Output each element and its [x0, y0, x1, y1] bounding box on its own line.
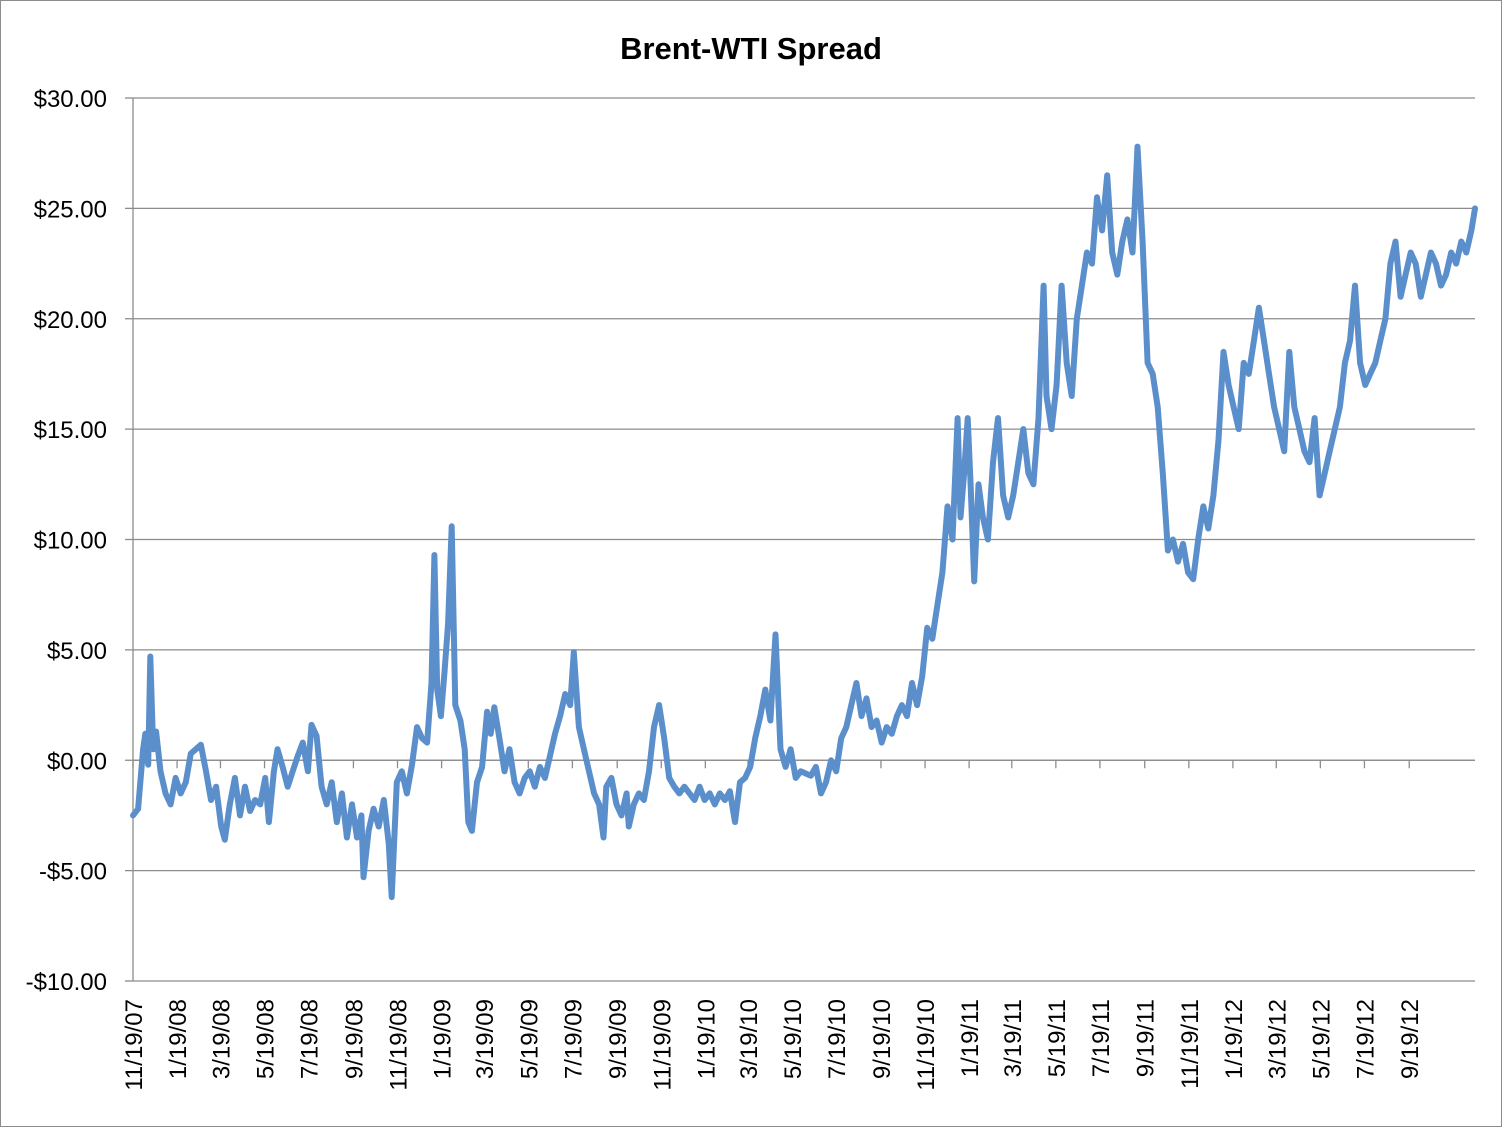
x-tick-label: 1/19/08 — [165, 999, 192, 1079]
x-tick-label: 11/19/10 — [913, 999, 940, 1091]
x-tick-label: 5/19/08 — [253, 999, 280, 1079]
x-tick-labels: 11/19/07 1/19/08 3/19/08 5/19/08 7/19/08 9/19… — [121, 999, 1424, 1091]
x-tick-label: 9/19/09 — [605, 999, 632, 1079]
x-tick-label: 9/19/10 — [869, 999, 896, 1079]
y-tick-label: -$10.00 — [26, 969, 107, 996]
x-tick-label: 11/19/09 — [649, 999, 676, 1091]
x-tick-label: 9/19/11 — [1133, 999, 1160, 1077]
x-tick-label: 11/19/11 — [1177, 999, 1204, 1089]
x-tick-label: 3/19/10 — [736, 999, 763, 1079]
x-tick-label: 5/19/12 — [1308, 999, 1335, 1079]
x-tick-label: 1/19/12 — [1221, 999, 1248, 1079]
x-tick-label: 7/19/08 — [297, 999, 324, 1079]
y-tick-label: $15.00 — [34, 417, 107, 444]
chart-title: Brent-WTI Spread — [620, 31, 882, 66]
y-tick-label: $0.00 — [47, 748, 107, 775]
y-tick-label: $5.00 — [47, 638, 107, 665]
x-tick-label: 3/19/11 — [1000, 999, 1027, 1077]
y-tick-label: $30.00 — [34, 86, 107, 113]
x-tick-label: 1/19/09 — [430, 999, 457, 1079]
x-tick-label: 7/19/10 — [824, 999, 851, 1079]
y-tick-labels: $30.00 $25.00 $20.00 $15.00 $10.00 $5.00 $0.00… — [26, 86, 107, 996]
x-tick-label: 3/19/09 — [472, 999, 499, 1079]
x-tick-label: 11/19/08 — [385, 999, 412, 1091]
x-tick-label: 7/19/11 — [1088, 999, 1115, 1077]
x-tick-label: 5/19/11 — [1044, 999, 1071, 1077]
x-tick-label: 1/19/10 — [693, 999, 720, 1079]
x-tick-label: 7/19/09 — [560, 999, 587, 1079]
x-tick-label: 1/19/11 — [957, 999, 984, 1077]
y-tick-label: $20.00 — [34, 307, 107, 334]
y-tick-label: $25.00 — [34, 196, 107, 223]
x-tick-label: 9/19/12 — [1397, 999, 1424, 1079]
x-tick-label: 5/19/10 — [780, 999, 807, 1079]
y-tick-label: $10.00 — [34, 528, 107, 555]
axes — [125, 97, 1475, 982]
x-tick-label: 11/19/07 — [121, 999, 148, 1091]
x-tick-label: 7/19/12 — [1352, 999, 1379, 1079]
x-tick-label: 9/19/08 — [341, 999, 368, 1079]
y-tick-label: -$5.00 — [39, 859, 107, 886]
x-tick-label: 3/19/12 — [1264, 999, 1291, 1079]
series-layer — [130, 143, 1478, 901]
gridlines — [133, 97, 1475, 982]
x-tick-label: 5/19/09 — [516, 999, 543, 1079]
series-line — [130, 143, 1478, 901]
x-tick-label: 3/19/08 — [208, 999, 235, 1079]
